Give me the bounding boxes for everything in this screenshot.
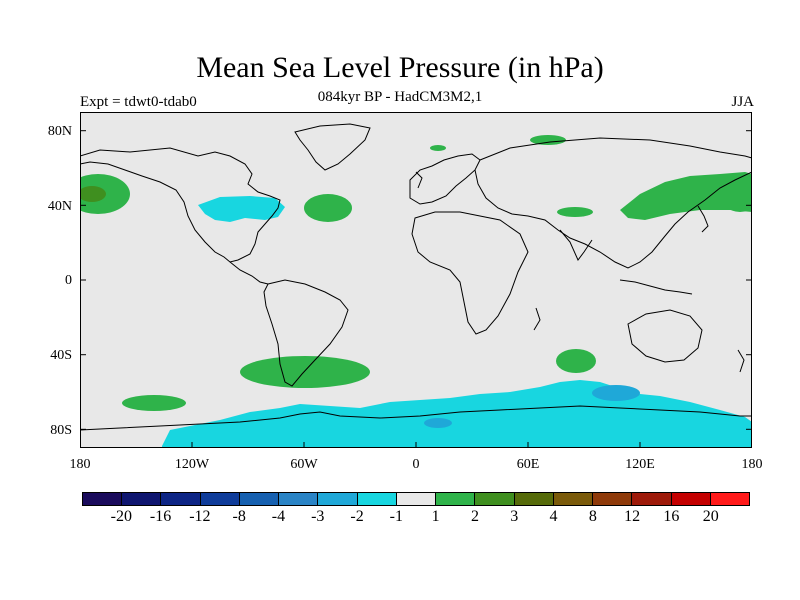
ocean-background — [80, 112, 752, 448]
colorbar-label: 16 — [663, 508, 680, 525]
colorbar-swatch — [279, 493, 319, 505]
colorbar-label: 1 — [431, 508, 440, 525]
coast-central-america — [229, 261, 269, 285]
lat-tick-0: 0 — [65, 273, 72, 288]
lat-tick-80s: 80S — [50, 423, 72, 438]
colorbar-swatch — [161, 493, 201, 505]
negative-anomaly-southern-core-2 — [424, 418, 452, 428]
colorbar-label: -4 — [271, 508, 286, 525]
colorbar-label: -16 — [149, 508, 172, 525]
colorbar-label: 20 — [702, 508, 719, 525]
lon-tick-180w: 180 — [69, 457, 91, 472]
colorbar-swatch — [436, 493, 476, 505]
positive-anomaly-south-pacific — [122, 395, 186, 411]
colorbar-swatch — [239, 493, 280, 505]
positive-anomaly-east-europe — [557, 207, 593, 217]
coast-north-america — [80, 147, 281, 263]
coast-japan — [697, 205, 709, 233]
negative-anomaly-southern-core-1 — [592, 385, 640, 401]
colorbar-swatch — [553, 493, 594, 505]
colorbar-swatch — [396, 493, 437, 505]
colorbar-swatch — [710, 493, 749, 505]
colorbar-label: -12 — [189, 508, 211, 525]
colorbar-label: -20 — [110, 508, 132, 525]
lon-tick-120e: 120E — [625, 457, 655, 472]
colorbar-label: 12 — [624, 508, 641, 525]
colorbar-label: -8 — [232, 508, 246, 525]
lat-tick-40n: 40N — [47, 199, 72, 214]
positive-anomaly-asia — [620, 172, 752, 220]
coast-australia — [627, 309, 703, 363]
coast-greenland — [294, 123, 371, 171]
experiment-label: Expt = tdwt0-tdab0 — [80, 94, 197, 110]
lat-tick-80n: 80N — [47, 124, 72, 139]
positive-anomaly-north-pacific-west-core — [80, 186, 106, 202]
page-title: Mean Sea Level Pressure (in hPa) — [196, 51, 604, 84]
positive-anomaly-south-indian — [556, 349, 596, 373]
subtitle: 084kyr BP - HadCM3M2,1 — [317, 89, 483, 105]
colorbar-swatch — [122, 493, 162, 505]
colorbar-label: -2 — [350, 508, 364, 525]
colorbar-label: -3 — [311, 508, 325, 525]
positive-anomaly-arctic-2 — [430, 145, 446, 151]
colorbar-label: 2 — [470, 508, 479, 525]
positive-anomaly-north-atlantic — [304, 194, 352, 222]
coast-south-america — [263, 279, 349, 387]
colorbar-label: -1 — [389, 508, 404, 525]
colorbar-swatch — [475, 493, 515, 505]
colorbar-swatch — [83, 493, 123, 505]
positive-anomaly-south-atlantic-cape — [240, 356, 370, 388]
season-label: JJA — [731, 94, 754, 110]
coast-indonesia — [619, 279, 693, 295]
colorbar-swatch — [200, 493, 240, 505]
colorbar-swatch — [318, 493, 358, 505]
lon-tick-180e: 180 — [741, 457, 763, 472]
lat-tick-40s: 40S — [50, 348, 72, 363]
coast-madagascar — [533, 307, 541, 331]
colorbar-swatch — [632, 493, 672, 505]
colorbar-label: 8 — [588, 508, 597, 525]
colorbar-swatch — [671, 493, 711, 505]
lon-tick-60e: 60E — [516, 457, 540, 472]
lon-tick-120w: 120W — [174, 457, 210, 472]
colorbar — [82, 492, 750, 506]
coast-uk — [415, 171, 423, 189]
colorbar-swatch — [357, 493, 397, 505]
coast-antarctica — [80, 405, 752, 431]
coast-africa — [411, 211, 529, 335]
coast-asia — [474, 137, 752, 269]
world-map — [80, 112, 752, 448]
colorbar-swatch — [593, 493, 633, 505]
coast-new-zealand — [737, 349, 745, 373]
colorbar-label: 3 — [510, 508, 519, 525]
colorbar-label: 4 — [549, 508, 558, 525]
coastlines — [80, 123, 752, 431]
negative-anomaly-north-america — [198, 196, 285, 222]
lon-tick-60w: 60W — [290, 457, 318, 472]
positive-anomaly-arctic-1 — [530, 135, 566, 145]
map-tick-marks — [80, 130, 752, 448]
coast-india — [559, 229, 593, 261]
lon-tick-0: 0 — [412, 457, 420, 472]
colorbar-swatch — [514, 493, 554, 505]
